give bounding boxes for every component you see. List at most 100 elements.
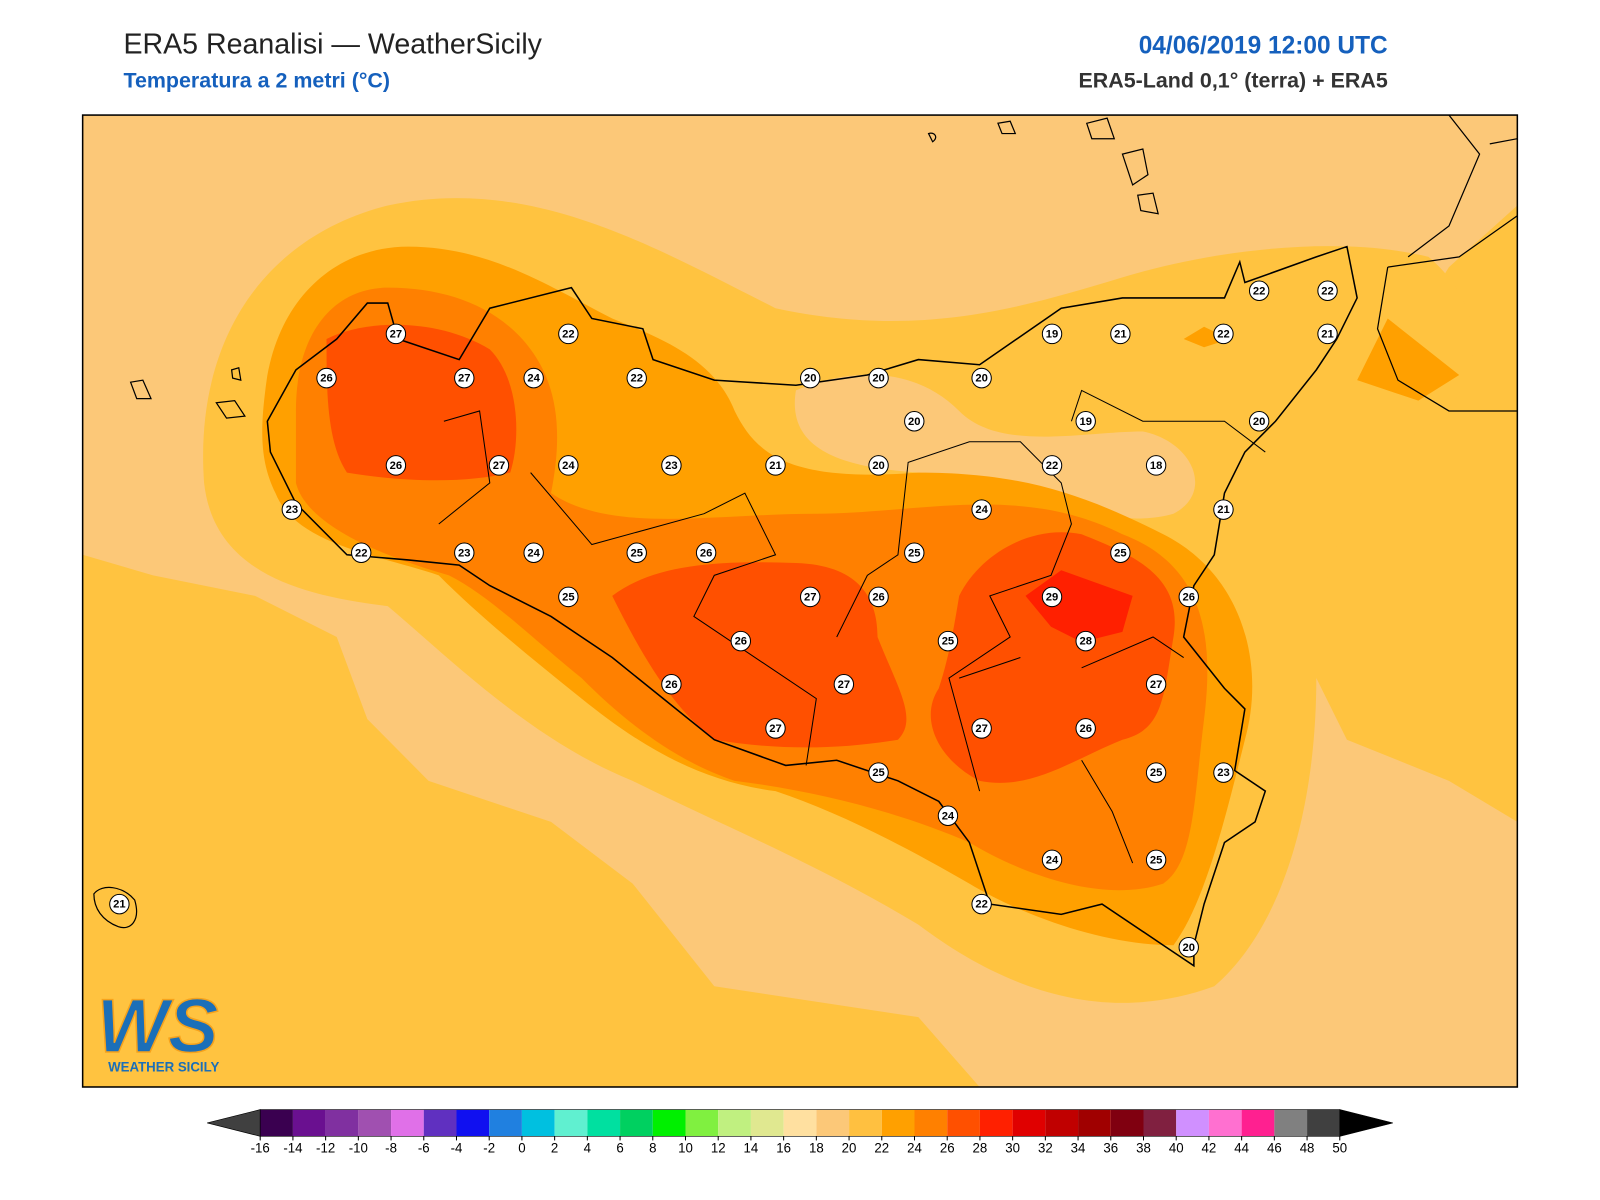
- station-value: 26: [1183, 591, 1195, 603]
- station-value: 25: [630, 547, 642, 559]
- station-value: 20: [908, 416, 920, 428]
- station-marker: [661, 673, 682, 695]
- station-value: 20: [1183, 942, 1195, 954]
- station-marker: [799, 586, 821, 608]
- station-marker: [523, 367, 544, 389]
- station-marker: [109, 893, 130, 915]
- colorbar-tick-label: 18: [809, 1141, 824, 1156]
- station-marker: [1213, 762, 1234, 783]
- colorbar-tick-label: -12: [316, 1141, 335, 1156]
- station-value: 21: [769, 460, 781, 472]
- colorbar-bin: [489, 1109, 522, 1137]
- colorbar-tick-label: 28: [973, 1141, 988, 1156]
- colorbar-bin: [1143, 1109, 1177, 1137]
- colorbar-tick-label: 2: [551, 1141, 558, 1156]
- colorbar-tick-label: 40: [1169, 1141, 1184, 1156]
- station-value: 27: [1150, 679, 1162, 691]
- colorbar-bin: [914, 1109, 948, 1137]
- colorbar-tick-label: 48: [1300, 1141, 1315, 1156]
- station-marker: [1145, 849, 1167, 871]
- colorbar-bin: [358, 1109, 392, 1137]
- colorbar-bin: [816, 1109, 850, 1137]
- colorbar-bin: [1274, 1109, 1308, 1137]
- station-value: 22: [975, 899, 987, 911]
- colorbar-bin: [1078, 1109, 1111, 1137]
- colorbar-tick-label: 16: [776, 1141, 791, 1156]
- colorbar-tick-label: 34: [1071, 1141, 1086, 1156]
- station-value: 19: [1046, 328, 1058, 340]
- station-marker: [904, 410, 925, 432]
- station-value: 24: [1046, 854, 1059, 866]
- station-marker: [695, 542, 717, 564]
- station-value: 22: [1321, 285, 1333, 297]
- station-marker: [488, 455, 510, 476]
- colorbar-bin: [750, 1109, 784, 1137]
- field-26-28-west: [326, 324, 517, 481]
- station-value: 22: [1253, 285, 1265, 297]
- station-marker: [1145, 762, 1167, 783]
- colorbar-tick-label: 38: [1136, 1141, 1151, 1156]
- station-value: 22: [1046, 460, 1058, 472]
- station-value: 27: [838, 679, 850, 691]
- station-value: 29: [1046, 591, 1058, 603]
- station-value: 22: [630, 373, 642, 385]
- station-marker: [868, 586, 889, 608]
- colorbar-tick-label: -4: [451, 1141, 463, 1156]
- colorbar-bin: [947, 1109, 980, 1137]
- station-marker: [937, 805, 959, 827]
- colorbar-tick-label: 50: [1332, 1141, 1347, 1156]
- colorbar-bin: [881, 1109, 915, 1137]
- colorbar-tick-label: 42: [1202, 1141, 1217, 1156]
- title: ERA5 Reanalisi — WeatherSicily: [123, 28, 542, 60]
- station-value: 27: [804, 591, 816, 603]
- station-marker: [626, 367, 647, 389]
- field-26-28-center: [612, 562, 907, 748]
- station-marker: [558, 586, 579, 608]
- colorbar-bin: [554, 1109, 588, 1137]
- station-value: 25: [1114, 547, 1126, 559]
- station-marker: [661, 455, 682, 476]
- colorbar-tick-label: 12: [711, 1141, 726, 1156]
- station-marker: [1110, 323, 1131, 345]
- map-frame: [81, 114, 1519, 1088]
- station-value: 26: [700, 547, 712, 559]
- station-value: 22: [1217, 328, 1229, 340]
- station-value: 23: [286, 504, 298, 516]
- station-value: 22: [562, 328, 574, 340]
- station-value: 24: [527, 373, 540, 385]
- station-marker: [765, 718, 786, 739]
- station-marker: [1075, 630, 1096, 652]
- station-marker: [454, 367, 475, 389]
- station-value: 26: [320, 373, 332, 385]
- colorbar-tick-label: -2: [483, 1141, 495, 1156]
- station-value: 28: [1079, 636, 1091, 648]
- canvas: ERA5 Reanalisi — WeatherSicily Temperatu…: [81, 28, 1519, 1156]
- colorbar-bin: [1208, 1109, 1242, 1137]
- colorbar-tick-label: 6: [616, 1141, 623, 1156]
- station-marker: [1248, 410, 1270, 432]
- colorbar-tick-label: -14: [283, 1141, 302, 1156]
- station-marker: [1317, 323, 1338, 345]
- logo-name: WEATHER SICILY: [108, 1060, 219, 1075]
- colorbar-tick-label: 30: [1005, 1141, 1020, 1156]
- station-marker: [1041, 849, 1063, 871]
- colorbar-tick-label: 4: [584, 1141, 591, 1156]
- station-value: 26: [872, 591, 884, 603]
- station-marker: [937, 630, 959, 652]
- station-marker: [765, 455, 786, 476]
- colorbar-bin: [685, 1109, 719, 1137]
- station-value: 20: [975, 373, 987, 385]
- station-marker: [799, 367, 821, 389]
- colorbar-tick-label: -10: [349, 1141, 368, 1156]
- colorbar-under: [207, 1109, 261, 1137]
- colorbar-bin: [587, 1109, 621, 1137]
- station-value: 24: [942, 810, 955, 822]
- station-marker: [1213, 323, 1234, 345]
- station-value: 21: [113, 899, 125, 911]
- colorbar-bin: [292, 1109, 326, 1137]
- station-value: 26: [665, 679, 677, 691]
- colorbar-tick-label: 14: [744, 1141, 759, 1156]
- station-marker: [971, 499, 992, 520]
- station-marker: [558, 455, 579, 476]
